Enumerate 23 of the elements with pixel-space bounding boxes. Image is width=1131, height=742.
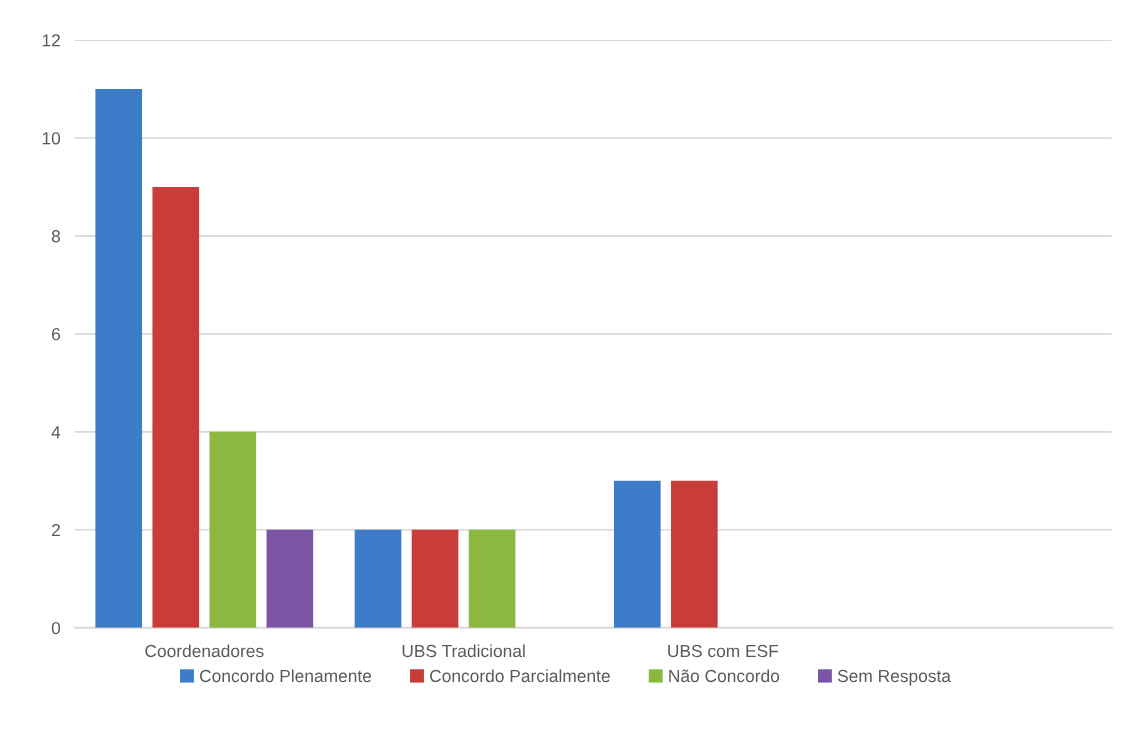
- y-tick-label: 10: [42, 132, 61, 145]
- legend-label: Sem Resposta: [837, 669, 951, 686]
- bar: [266, 529, 314, 628]
- bar: [209, 431, 257, 628]
- bar: [152, 186, 200, 628]
- y-tick-label: 12: [42, 34, 60, 47]
- x-tick-label: UBS com ESF: [668, 644, 779, 658]
- legend-label: Concordo Plenamente: [200, 669, 372, 683]
- bar: [95, 89, 143, 628]
- x-tick-label: UBS Tradicional: [402, 644, 525, 658]
- bar: [468, 529, 516, 628]
- y-tick-label: 8: [51, 230, 60, 243]
- y-tick-label: 2: [51, 523, 60, 537]
- x-tick-label: Coordenadores: [145, 644, 264, 658]
- y-tick-label: 6: [51, 328, 60, 341]
- y-tick-label: 4: [51, 426, 61, 439]
- legend-label: Não Concordo: [669, 669, 780, 683]
- bar: [670, 480, 718, 628]
- y-tick-label: 0: [51, 621, 61, 635]
- bar: [411, 529, 459, 628]
- bar: [354, 529, 402, 628]
- bar: [613, 480, 661, 628]
- legend-label: Concordo Parcialmente: [430, 669, 610, 683]
